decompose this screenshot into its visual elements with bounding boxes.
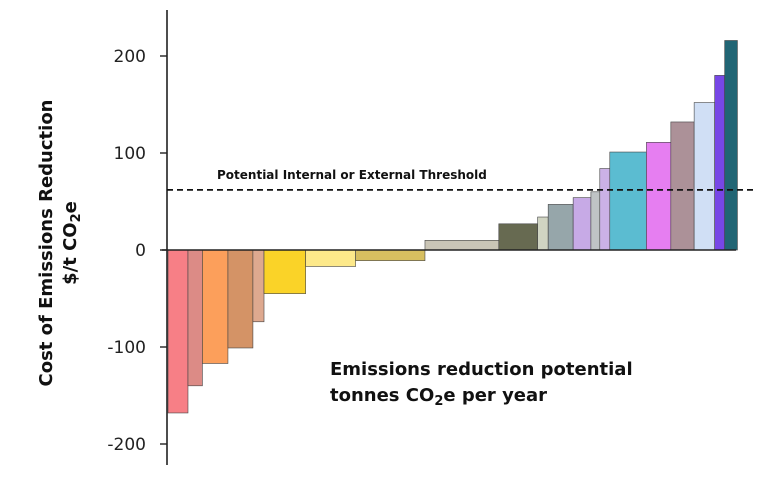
bar-4 <box>227 249 254 349</box>
bar-6 <box>263 249 306 294</box>
y-axis-label-line2: $/t CO2e <box>60 201 84 285</box>
bars-layer <box>167 40 738 414</box>
bar-7 <box>305 249 356 267</box>
bar-9 <box>424 240 500 251</box>
threshold-label: Potential Internal or External Threshold <box>217 168 487 182</box>
bar-19 <box>693 102 715 251</box>
bar-16 <box>609 151 647 251</box>
bar-12 <box>547 204 574 251</box>
y-tick-label: 100 <box>114 144 146 164</box>
y-tick-label: -100 <box>107 338 146 358</box>
bar-2 <box>187 249 203 387</box>
bar-3 <box>202 249 229 364</box>
y-axis-label-line1: Cost of Emissions Reduction <box>36 100 57 387</box>
bar-5 <box>252 249 265 323</box>
y-tick-label: 0 <box>135 241 146 261</box>
x-annotation-line1: Emissions reduction potential <box>330 359 633 380</box>
bar-21 <box>724 40 738 251</box>
bar-14 <box>590 191 601 251</box>
y-tick-label: -200 <box>107 435 146 455</box>
bar-13 <box>572 197 592 251</box>
x-annotation-line2: tonnes CO2e per year <box>330 385 547 409</box>
bar-17 <box>646 142 672 251</box>
bar-11 <box>537 216 549 251</box>
bar-18 <box>670 121 695 251</box>
bar-15 <box>599 168 611 251</box>
bar-10 <box>498 223 538 251</box>
bar-20 <box>714 75 725 251</box>
bar-1 <box>167 249 189 414</box>
y-tick-label: 200 <box>114 47 146 67</box>
bar-8 <box>355 249 426 261</box>
y-ticks: 200 100 0 -100 -200 <box>107 47 167 455</box>
